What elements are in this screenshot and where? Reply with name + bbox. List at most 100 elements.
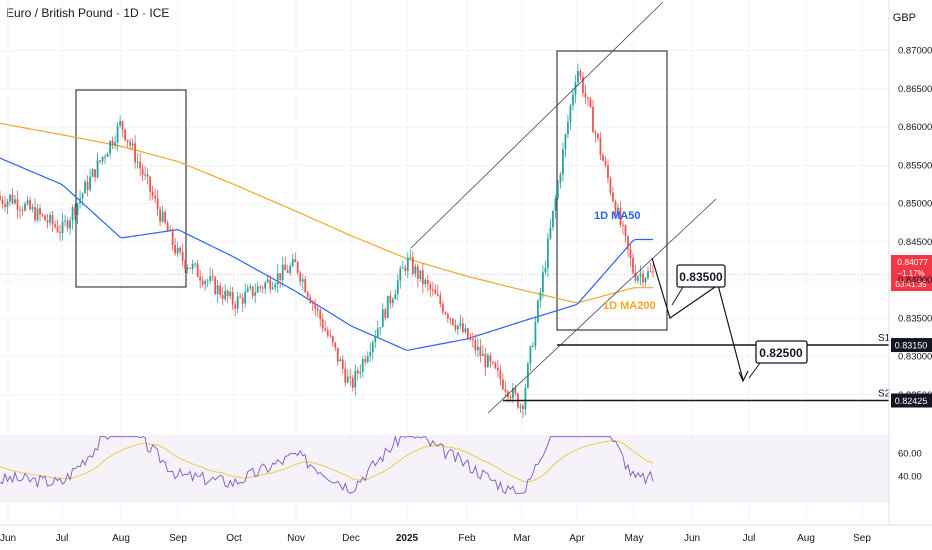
candle-body	[544, 268, 547, 273]
candle-body	[499, 370, 502, 380]
candle-body	[156, 198, 159, 210]
candle-body	[406, 257, 409, 271]
candle-body	[131, 143, 134, 146]
candle-body	[584, 93, 587, 98]
x-tick-label: Oct	[226, 533, 242, 544]
candle-body	[629, 249, 632, 259]
candle-body	[374, 336, 377, 343]
y-tick-label: 0.85500	[898, 160, 932, 171]
candle-body	[529, 346, 532, 364]
badge-last-bg	[891, 256, 932, 268]
candle-body	[331, 336, 334, 343]
candle-body	[484, 353, 487, 368]
candle-body	[201, 280, 204, 285]
candle-body	[609, 178, 612, 193]
candle-body	[464, 328, 467, 333]
candle-body	[36, 208, 39, 221]
candle-body	[572, 94, 574, 106]
candle-body	[436, 293, 439, 296]
candle-body	[449, 318, 452, 320]
candle-body	[69, 220, 71, 229]
y-tick-label: 0.84500	[898, 237, 932, 248]
candle-body	[221, 295, 224, 300]
candle-body	[594, 132, 597, 134]
s2-price-tag	[891, 393, 932, 408]
candle-body	[539, 292, 542, 301]
candle-body	[79, 198, 81, 204]
candle-body	[4, 204, 6, 207]
candle-body	[522, 405, 524, 410]
candle-body	[296, 262, 299, 273]
candles-layer	[0, 63, 654, 418]
candle-body	[196, 263, 199, 277]
candle-body	[381, 309, 384, 328]
candle-body	[592, 107, 594, 133]
candle-body	[461, 323, 464, 333]
candle-body	[429, 284, 432, 290]
annotation-frames	[75, 50, 668, 331]
candle-body	[632, 258, 634, 273]
candle-body	[94, 169, 96, 178]
candle-body	[49, 215, 51, 223]
candle-body	[244, 291, 247, 304]
candle-body	[146, 174, 149, 177]
candle-body	[76, 203, 79, 215]
candle-body	[426, 279, 429, 285]
candle-body	[624, 225, 627, 236]
projection-path	[651, 257, 744, 381]
candle-body	[226, 290, 229, 297]
candle-body	[61, 221, 64, 233]
candle-body	[89, 176, 91, 190]
candle-body	[434, 289, 437, 294]
candle-body	[161, 211, 164, 222]
candle-body	[602, 155, 604, 161]
candle-body	[469, 338, 472, 340]
candle-body	[99, 160, 101, 162]
rsi-ma-line	[0, 440, 654, 483]
candle-body	[614, 201, 617, 215]
candle-body	[66, 220, 69, 229]
x-tick-label: May	[625, 533, 644, 544]
candle-body	[241, 297, 244, 304]
candle-body	[164, 211, 167, 223]
candle-body	[149, 176, 152, 192]
candle-body	[214, 277, 217, 295]
candle-body	[504, 389, 507, 392]
candle-body	[141, 168, 144, 175]
candle-body	[151, 191, 154, 196]
candle-body	[569, 105, 572, 122]
candle-body	[144, 174, 147, 176]
badge-last-price: 0.84077	[897, 257, 928, 267]
candle-body	[559, 174, 562, 183]
candle-body	[354, 370, 357, 388]
candle-body	[424, 279, 427, 285]
candle-body	[439, 295, 442, 304]
candle-body	[336, 347, 339, 362]
candle-body	[224, 290, 227, 300]
candle-body	[386, 295, 389, 318]
candle-body	[264, 282, 267, 289]
y-tick-label: 0.86500	[898, 84, 932, 95]
candle-body	[351, 377, 354, 388]
candle-body	[366, 356, 369, 362]
candle-body	[589, 98, 592, 108]
s1-price-label: 0.83150	[895, 341, 928, 351]
candle-body	[414, 266, 417, 274]
candle-body	[524, 387, 527, 410]
candle-body	[294, 259, 297, 263]
candle-body	[319, 310, 322, 320]
candle-body	[259, 286, 262, 288]
target1-pointer	[671, 286, 684, 306]
candle-body	[291, 259, 294, 267]
candle-body	[14, 199, 16, 204]
candle-body	[266, 279, 269, 283]
candle-body	[261, 287, 264, 289]
grid-lines	[0, 0, 889, 520]
s2-label: S2	[878, 389, 891, 400]
candle-body	[239, 296, 242, 298]
candle-body	[116, 125, 119, 143]
candle-body	[91, 169, 94, 177]
candle-body	[537, 300, 539, 322]
